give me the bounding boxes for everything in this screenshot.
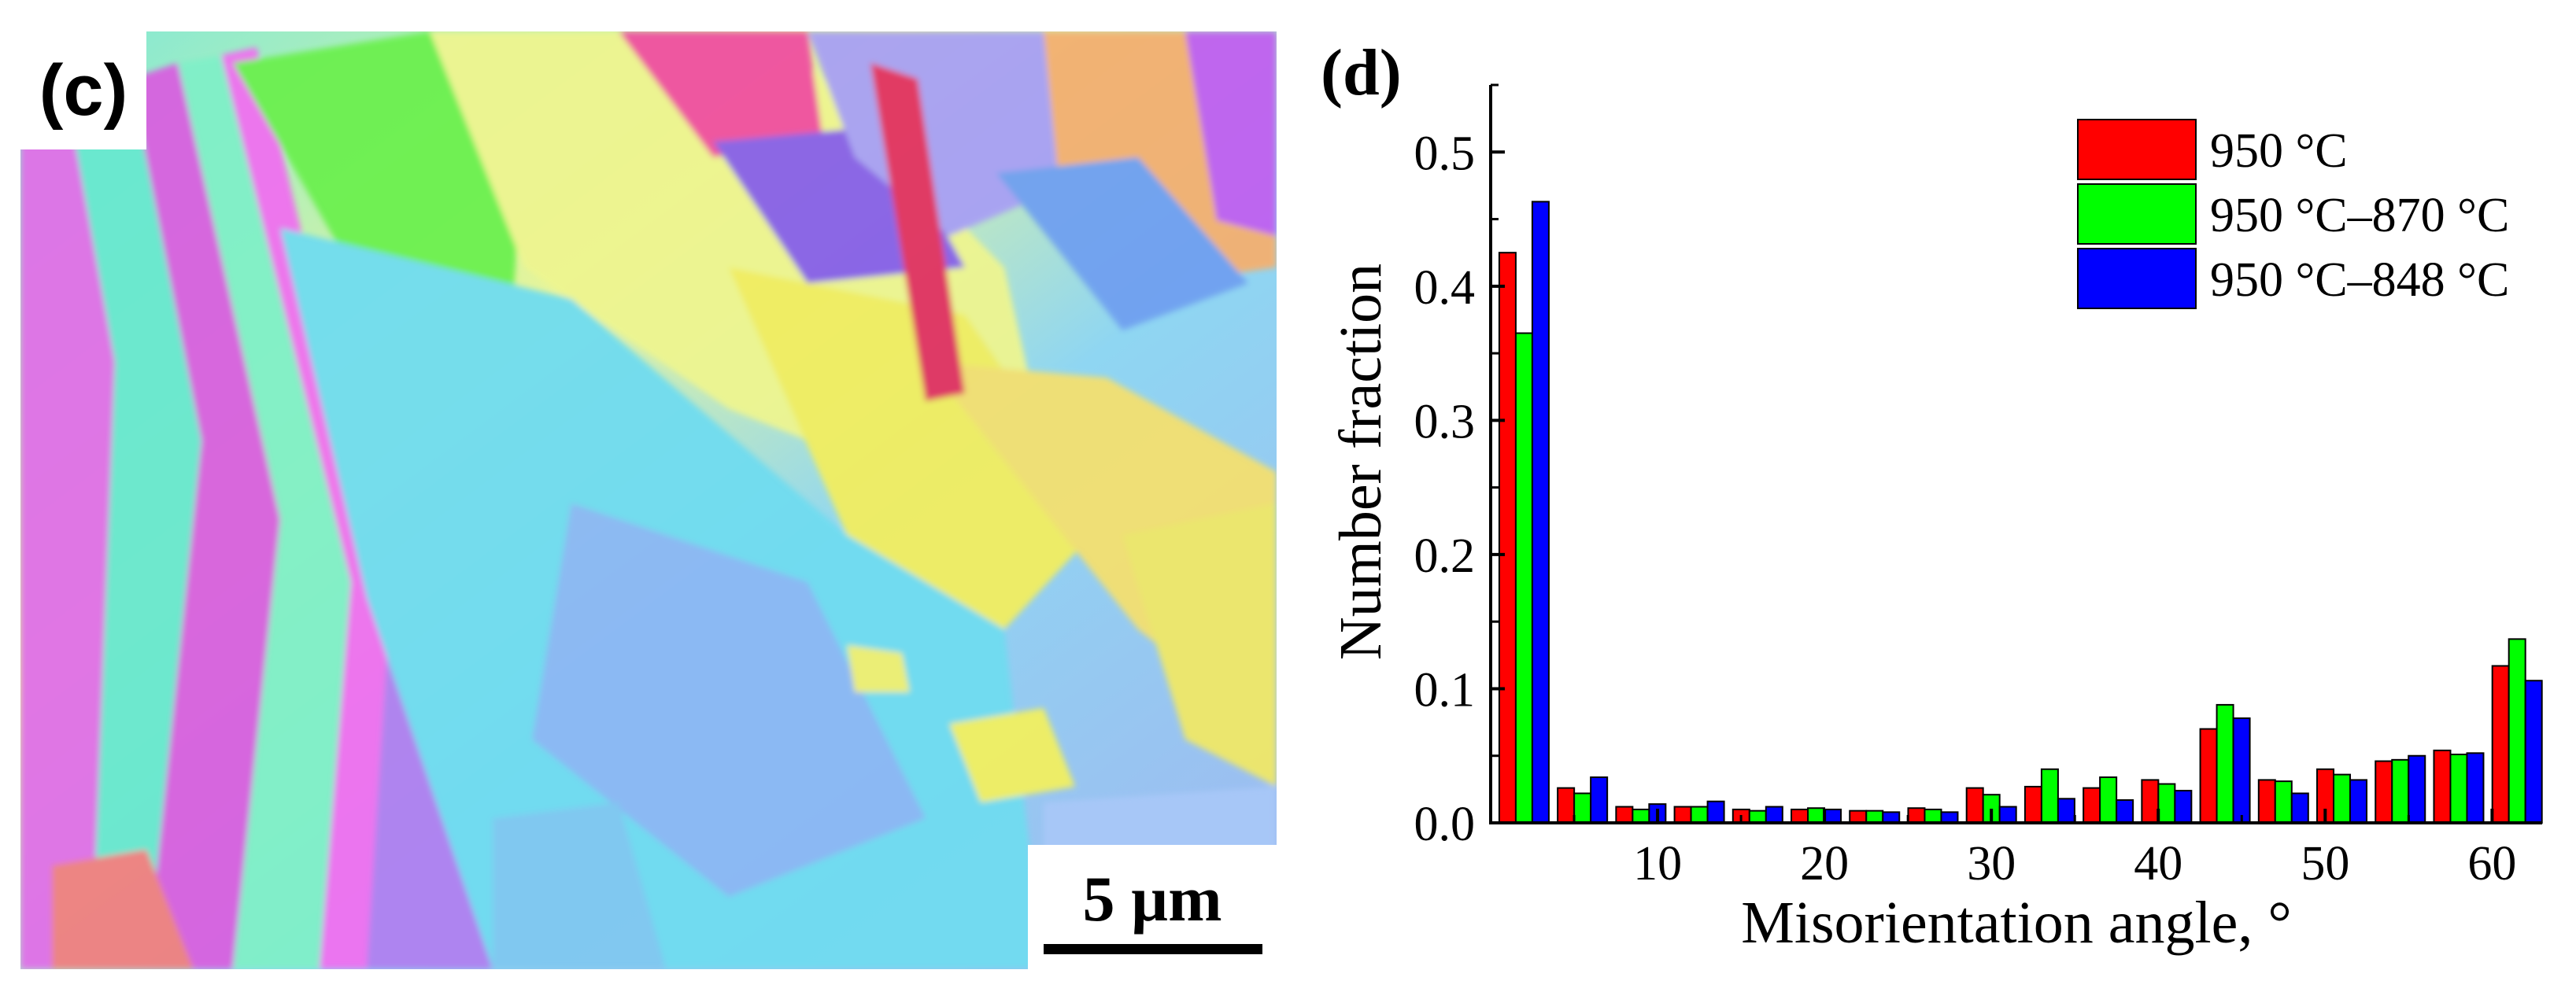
legend-swatch-1 bbox=[2077, 119, 2197, 180]
bar-1-bin-8 bbox=[1907, 807, 1926, 824]
bar-2-bin-14 bbox=[2274, 780, 2293, 824]
y-tick-label-2: 0.2 bbox=[1414, 529, 1476, 583]
bar-2-bin-11 bbox=[2099, 776, 2118, 824]
bar-3-bin-14 bbox=[2290, 792, 2309, 824]
bar-3-bin-9 bbox=[1998, 806, 2017, 824]
bar-2-bin-18 bbox=[2508, 638, 2526, 824]
bar-2-bin-3 bbox=[1632, 808, 1650, 824]
bar-2-bin-5 bbox=[1748, 809, 1767, 824]
legend-label-3: 950 °C–848 °C bbox=[2210, 253, 2509, 307]
x-tick-label-3: 40 bbox=[2134, 837, 2182, 891]
panel-c-label: (c) bbox=[20, 31, 146, 149]
bar-1-bin-1 bbox=[1498, 252, 1517, 824]
bar-2-bin-17 bbox=[2449, 754, 2468, 824]
y-tick-label-1: 0.1 bbox=[1414, 663, 1476, 717]
y-tick-label-3: 0.3 bbox=[1414, 395, 1476, 448]
bar-1-bin-17 bbox=[2433, 749, 2452, 824]
bar-3-bin-13 bbox=[2232, 717, 2251, 824]
bar-3-bin-8 bbox=[1940, 811, 1959, 824]
ebsd-map-image: (c) bbox=[20, 31, 1277, 969]
y-tick-label-0: 0.0 bbox=[1414, 798, 1476, 851]
bar-1-bin-7 bbox=[1849, 809, 1868, 824]
bar-3-bin-5 bbox=[1765, 806, 1783, 824]
bar-2-bin-8 bbox=[1924, 808, 1942, 824]
bar-2-bin-12 bbox=[2157, 783, 2176, 824]
bar-1-bin-14 bbox=[2257, 779, 2276, 824]
x-tick-label-0: 10 bbox=[1633, 837, 1682, 891]
bar-3-bin-18 bbox=[2524, 680, 2543, 824]
bar-3-bin-15 bbox=[2349, 779, 2368, 824]
bar-3-bin-2 bbox=[1590, 776, 1609, 824]
scale-bar-label: 5 µm bbox=[1082, 863, 1222, 935]
x-tick-label-1: 20 bbox=[1800, 837, 1849, 891]
bar-1-bin-3 bbox=[1615, 806, 1634, 824]
bar-2-bin-1 bbox=[1514, 332, 1533, 824]
bar-1-bin-2 bbox=[1557, 787, 1576, 824]
bar-2-bin-4 bbox=[1690, 806, 1709, 824]
bar-3-bin-7 bbox=[1882, 811, 1901, 824]
bar-3-bin-12 bbox=[2174, 790, 2193, 824]
bar-1-bin-13 bbox=[2199, 728, 2218, 824]
bar-2-bin-16 bbox=[2391, 758, 2410, 824]
bar-1-bin-10 bbox=[2023, 785, 2042, 824]
bar-3-bin-4 bbox=[1706, 800, 1725, 824]
bar-2-bin-2 bbox=[1573, 792, 1592, 824]
bar-1-bin-12 bbox=[2141, 779, 2160, 824]
scale-bar bbox=[1044, 944, 1262, 954]
bar-1-bin-11 bbox=[2083, 787, 2101, 824]
bar-3-bin-16 bbox=[2408, 754, 2426, 824]
bar-1-bin-18 bbox=[2491, 665, 2510, 824]
bar-1-bin-9 bbox=[1965, 787, 1984, 824]
x-axis-title: Misorientation angle, ° bbox=[1741, 890, 2291, 956]
panel-c-label-box: (c) bbox=[20, 31, 146, 149]
bar-1-bin-16 bbox=[2375, 760, 2393, 824]
legend-label-1: 950 °C bbox=[2210, 124, 2348, 178]
scale-bar-box: 5 µm bbox=[1028, 845, 1277, 969]
bar-2-bin-6 bbox=[1807, 807, 1826, 824]
bar-3-bin-17 bbox=[2466, 752, 2485, 824]
legend-swatch-2 bbox=[2077, 183, 2197, 245]
bar-1-bin-4 bbox=[1673, 806, 1692, 824]
x-tick-label-2: 30 bbox=[1967, 837, 2016, 891]
y-tick-label-5: 0.5 bbox=[1414, 127, 1476, 180]
ebsd-orientation-map: (c) 5 µm bbox=[20, 31, 1277, 969]
bar-1-bin-6 bbox=[1791, 808, 1809, 824]
misorientation-chart: 0.0 0.1 0.2 0.3 0.4 0.5 10 20 30 40 50 60 Misorienta… bbox=[1291, 0, 2576, 992]
bar-3-bin-6 bbox=[1824, 808, 1842, 824]
x-tick-label-4: 50 bbox=[2301, 837, 2349, 891]
chart-svg: 0.0 0.1 0.2 0.3 0.4 0.5 10 20 30 40 50 60 Misorienta… bbox=[1321, 36, 2543, 956]
bar-2-bin-7 bbox=[1865, 809, 1884, 824]
bar-2-bin-15 bbox=[2333, 773, 2352, 824]
legend-label-2: 950 °C–870 °C bbox=[2210, 189, 2509, 242]
bar-3-bin-11 bbox=[2116, 799, 2134, 824]
bar-2-bin-13 bbox=[2216, 703, 2234, 824]
y-tick-label-4: 0.4 bbox=[1414, 261, 1476, 315]
y-axis-title: Number fraction bbox=[1328, 264, 1394, 660]
bar-3-bin-1 bbox=[1531, 201, 1550, 824]
x-tick-label-5: 60 bbox=[2467, 837, 2516, 891]
bar-3-bin-10 bbox=[2057, 798, 2075, 824]
panel-d-label: (d) bbox=[1321, 36, 1402, 109]
legend-swatch-3 bbox=[2077, 248, 2197, 309]
bar-2-bin-10 bbox=[2040, 768, 2059, 824]
